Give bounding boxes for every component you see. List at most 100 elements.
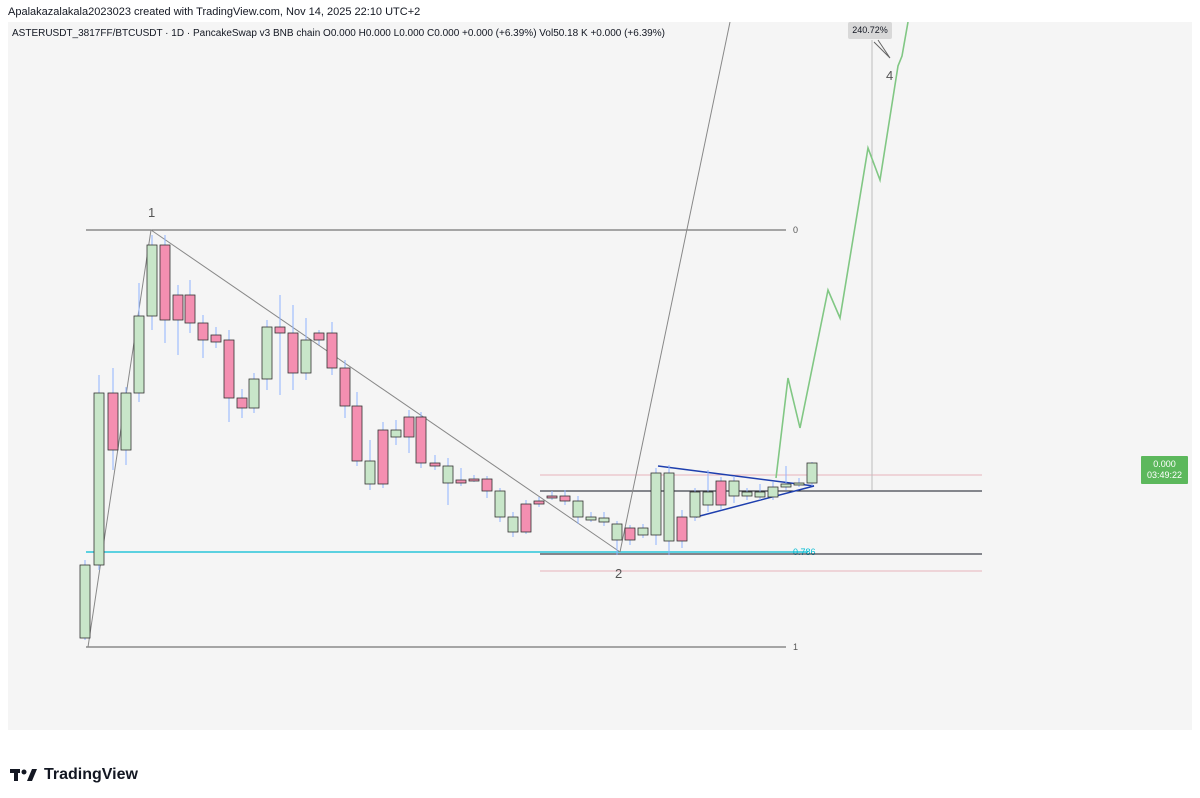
- candle-body: [663, 472, 675, 542]
- candle: [650, 468, 662, 545]
- candle: [223, 330, 235, 422]
- measure-arrow: [873, 39, 891, 59]
- candle-body: [754, 491, 766, 498]
- candle: [442, 458, 454, 505]
- fib-label-1: 0.786: [793, 547, 816, 557]
- candle-body: [650, 472, 662, 536]
- candle: [611, 521, 623, 555]
- candle-body: [468, 478, 480, 482]
- candle: [210, 327, 222, 348]
- candle-body: [611, 523, 623, 541]
- candle: [559, 490, 571, 505]
- candle-body: [559, 495, 571, 502]
- candle-body: [364, 460, 376, 485]
- candle-body: [572, 500, 584, 518]
- measure-percent-label: 240.72%: [848, 22, 892, 39]
- candle: [415, 412, 427, 468]
- candle-body: [702, 491, 714, 506]
- projection-path: [775, 22, 909, 479]
- candle: [377, 422, 389, 488]
- candle-body: [248, 378, 260, 409]
- triangle-lower: [695, 485, 815, 518]
- candle: [494, 488, 506, 522]
- candle-body: [520, 503, 532, 533]
- candle-body: [261, 326, 273, 380]
- candle-body: [481, 478, 493, 492]
- candle-body: [390, 429, 402, 438]
- tradingview-logo-icon: [10, 769, 37, 781]
- candle: [585, 512, 597, 522]
- candle: [793, 478, 805, 487]
- candle: [507, 512, 519, 537]
- fib-label-0: 0: [793, 225, 798, 235]
- candle: [326, 322, 338, 375]
- candle-body: [455, 479, 467, 484]
- candle: [107, 368, 119, 470]
- candle: [274, 295, 286, 395]
- candle-body: [780, 483, 792, 488]
- candle-body: [624, 527, 636, 541]
- candle: [702, 470, 714, 512]
- candle: [313, 330, 325, 345]
- triangle-upper: [657, 465, 815, 487]
- candle: [546, 491, 558, 500]
- candle-body: [223, 339, 235, 399]
- candle-body: [442, 465, 454, 484]
- candle: [637, 524, 649, 538]
- candle: [780, 466, 792, 490]
- candle-body: [197, 322, 209, 341]
- candle: [520, 500, 532, 534]
- candle: [481, 476, 493, 498]
- candle-body: [689, 491, 701, 518]
- candle-body: [133, 315, 145, 394]
- candle-body: [793, 482, 805, 486]
- candle: [93, 375, 105, 570]
- candle: [261, 320, 273, 390]
- candle-body: [351, 405, 363, 462]
- candle-body: [313, 332, 325, 341]
- candle-body: [533, 500, 545, 505]
- tradingview-brand[interactable]: TradingView: [10, 764, 138, 786]
- candle-body: [107, 392, 119, 451]
- candle: [455, 468, 467, 486]
- candle: [184, 280, 196, 333]
- wave-label-4: 4: [886, 68, 893, 83]
- candle-countdown: 03:49:22: [1146, 470, 1183, 480]
- candle: [676, 510, 688, 548]
- candle: [754, 484, 766, 500]
- candle: [429, 455, 441, 470]
- candle: [120, 387, 132, 465]
- candle-body: [339, 367, 351, 407]
- candle-body: [637, 527, 649, 536]
- candle-body: [415, 416, 427, 464]
- candle-body: [326, 332, 338, 369]
- candle: [572, 496, 584, 524]
- wave-label-2: 2: [615, 566, 622, 581]
- candle: [159, 235, 171, 343]
- current-price-value: 0.000: [1153, 459, 1176, 469]
- candle-body: [741, 491, 753, 497]
- candle: [133, 283, 145, 402]
- candle-body: [93, 392, 105, 566]
- candle-body: [715, 480, 727, 506]
- candle-body: [377, 429, 389, 485]
- candle-body: [676, 516, 688, 542]
- wave-label-1: 1: [148, 205, 155, 220]
- candle: [236, 389, 248, 418]
- candle-body: [184, 294, 196, 324]
- candle-body: [429, 462, 441, 467]
- candle: [741, 488, 753, 500]
- candle: [598, 512, 610, 526]
- candle: [197, 315, 209, 358]
- candle: [172, 285, 184, 355]
- candle: [728, 476, 740, 503]
- symbol-legend: ASTERUSDT_3817FF/BTCUSDT · 1D · PancakeS…: [12, 28, 665, 39]
- candle-body: [507, 516, 519, 533]
- candle-body: [585, 516, 597, 521]
- candle: [390, 420, 402, 445]
- candle: [79, 560, 91, 640]
- candle-body: [300, 339, 312, 374]
- brand-text: TradingView: [44, 766, 138, 783]
